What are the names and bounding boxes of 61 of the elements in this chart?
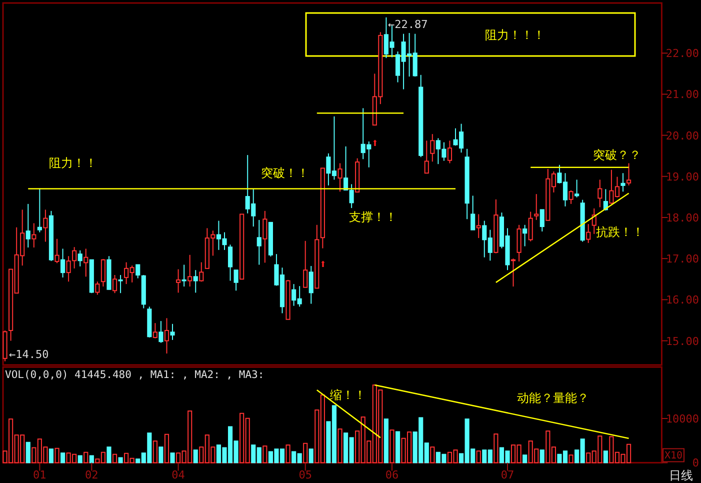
y-tick-label: 16.00 — [666, 294, 699, 307]
bar — [193, 450, 198, 464]
y-tick-label: 22.00 — [666, 47, 699, 60]
x-tick-label: 02 — [85, 468, 98, 482]
x-tick-label: 07 — [500, 468, 514, 482]
y-tick-label: 18.00 — [666, 211, 699, 224]
x-tick-label: 05 — [298, 468, 312, 482]
annotation: 动能？量能？ — [517, 391, 589, 405]
bar — [308, 448, 314, 464]
bar — [494, 434, 498, 464]
y-tick-label: 0 — [692, 456, 699, 470]
bar — [60, 452, 66, 464]
bar — [384, 418, 388, 464]
bar — [540, 450, 544, 464]
bar — [522, 454, 528, 464]
bar — [89, 455, 94, 464]
bar — [303, 442, 308, 464]
bar — [395, 431, 400, 464]
bar — [158, 446, 164, 464]
annotation: ←22.87 — [388, 18, 428, 31]
x-tick-label: 06 — [385, 468, 399, 482]
bar — [118, 457, 123, 464]
bar — [84, 452, 88, 464]
y-tick-label: 17.00 — [666, 252, 699, 266]
y-tick-label: 21.00 — [666, 88, 699, 102]
annotation: ←14.50 — [9, 348, 49, 361]
bar — [26, 442, 30, 464]
bar — [476, 450, 481, 464]
y-tick-label: 15.00 — [666, 334, 699, 348]
bar — [106, 446, 112, 464]
bar — [112, 454, 118, 464]
bar — [262, 446, 268, 464]
annotation: ⬆ — [319, 257, 327, 271]
annotation: ⬆ — [371, 136, 379, 150]
bar — [152, 440, 158, 464]
bar — [286, 444, 290, 464]
annotation: 突破？？ — [593, 148, 641, 162]
annotation: 缩！！ — [330, 388, 366, 402]
y-tick-label: 20.00 — [666, 129, 699, 142]
bar — [568, 454, 574, 464]
bar — [78, 455, 82, 464]
bar — [390, 430, 394, 464]
annotation: 抗跌！！ — [596, 225, 644, 239]
bar — [48, 448, 54, 464]
chart-title: VOL(0,0,0) 41445.480 , MA1: , MA2: , MA3: — [5, 369, 264, 381]
y-axis-title: X10 — [664, 450, 683, 462]
annotation: 阻力！！！ — [485, 28, 545, 42]
annotation: 阻力！！ — [49, 156, 97, 170]
y-tick-label: 10000 — [666, 412, 699, 426]
x-tick-label: 01 — [33, 468, 46, 482]
bar — [164, 434, 170, 464]
x-axis-title: 日线 — [669, 468, 693, 483]
bar — [338, 428, 342, 464]
bar — [170, 452, 175, 464]
bar — [54, 448, 60, 464]
annotation: 支撑！！ — [349, 210, 397, 224]
x-tick-label: 04 — [172, 468, 186, 482]
y-tick-label: 19.00 — [666, 170, 699, 184]
bar — [603, 450, 608, 464]
annotation: 突破！！ — [261, 166, 309, 180]
bar — [430, 446, 435, 464]
